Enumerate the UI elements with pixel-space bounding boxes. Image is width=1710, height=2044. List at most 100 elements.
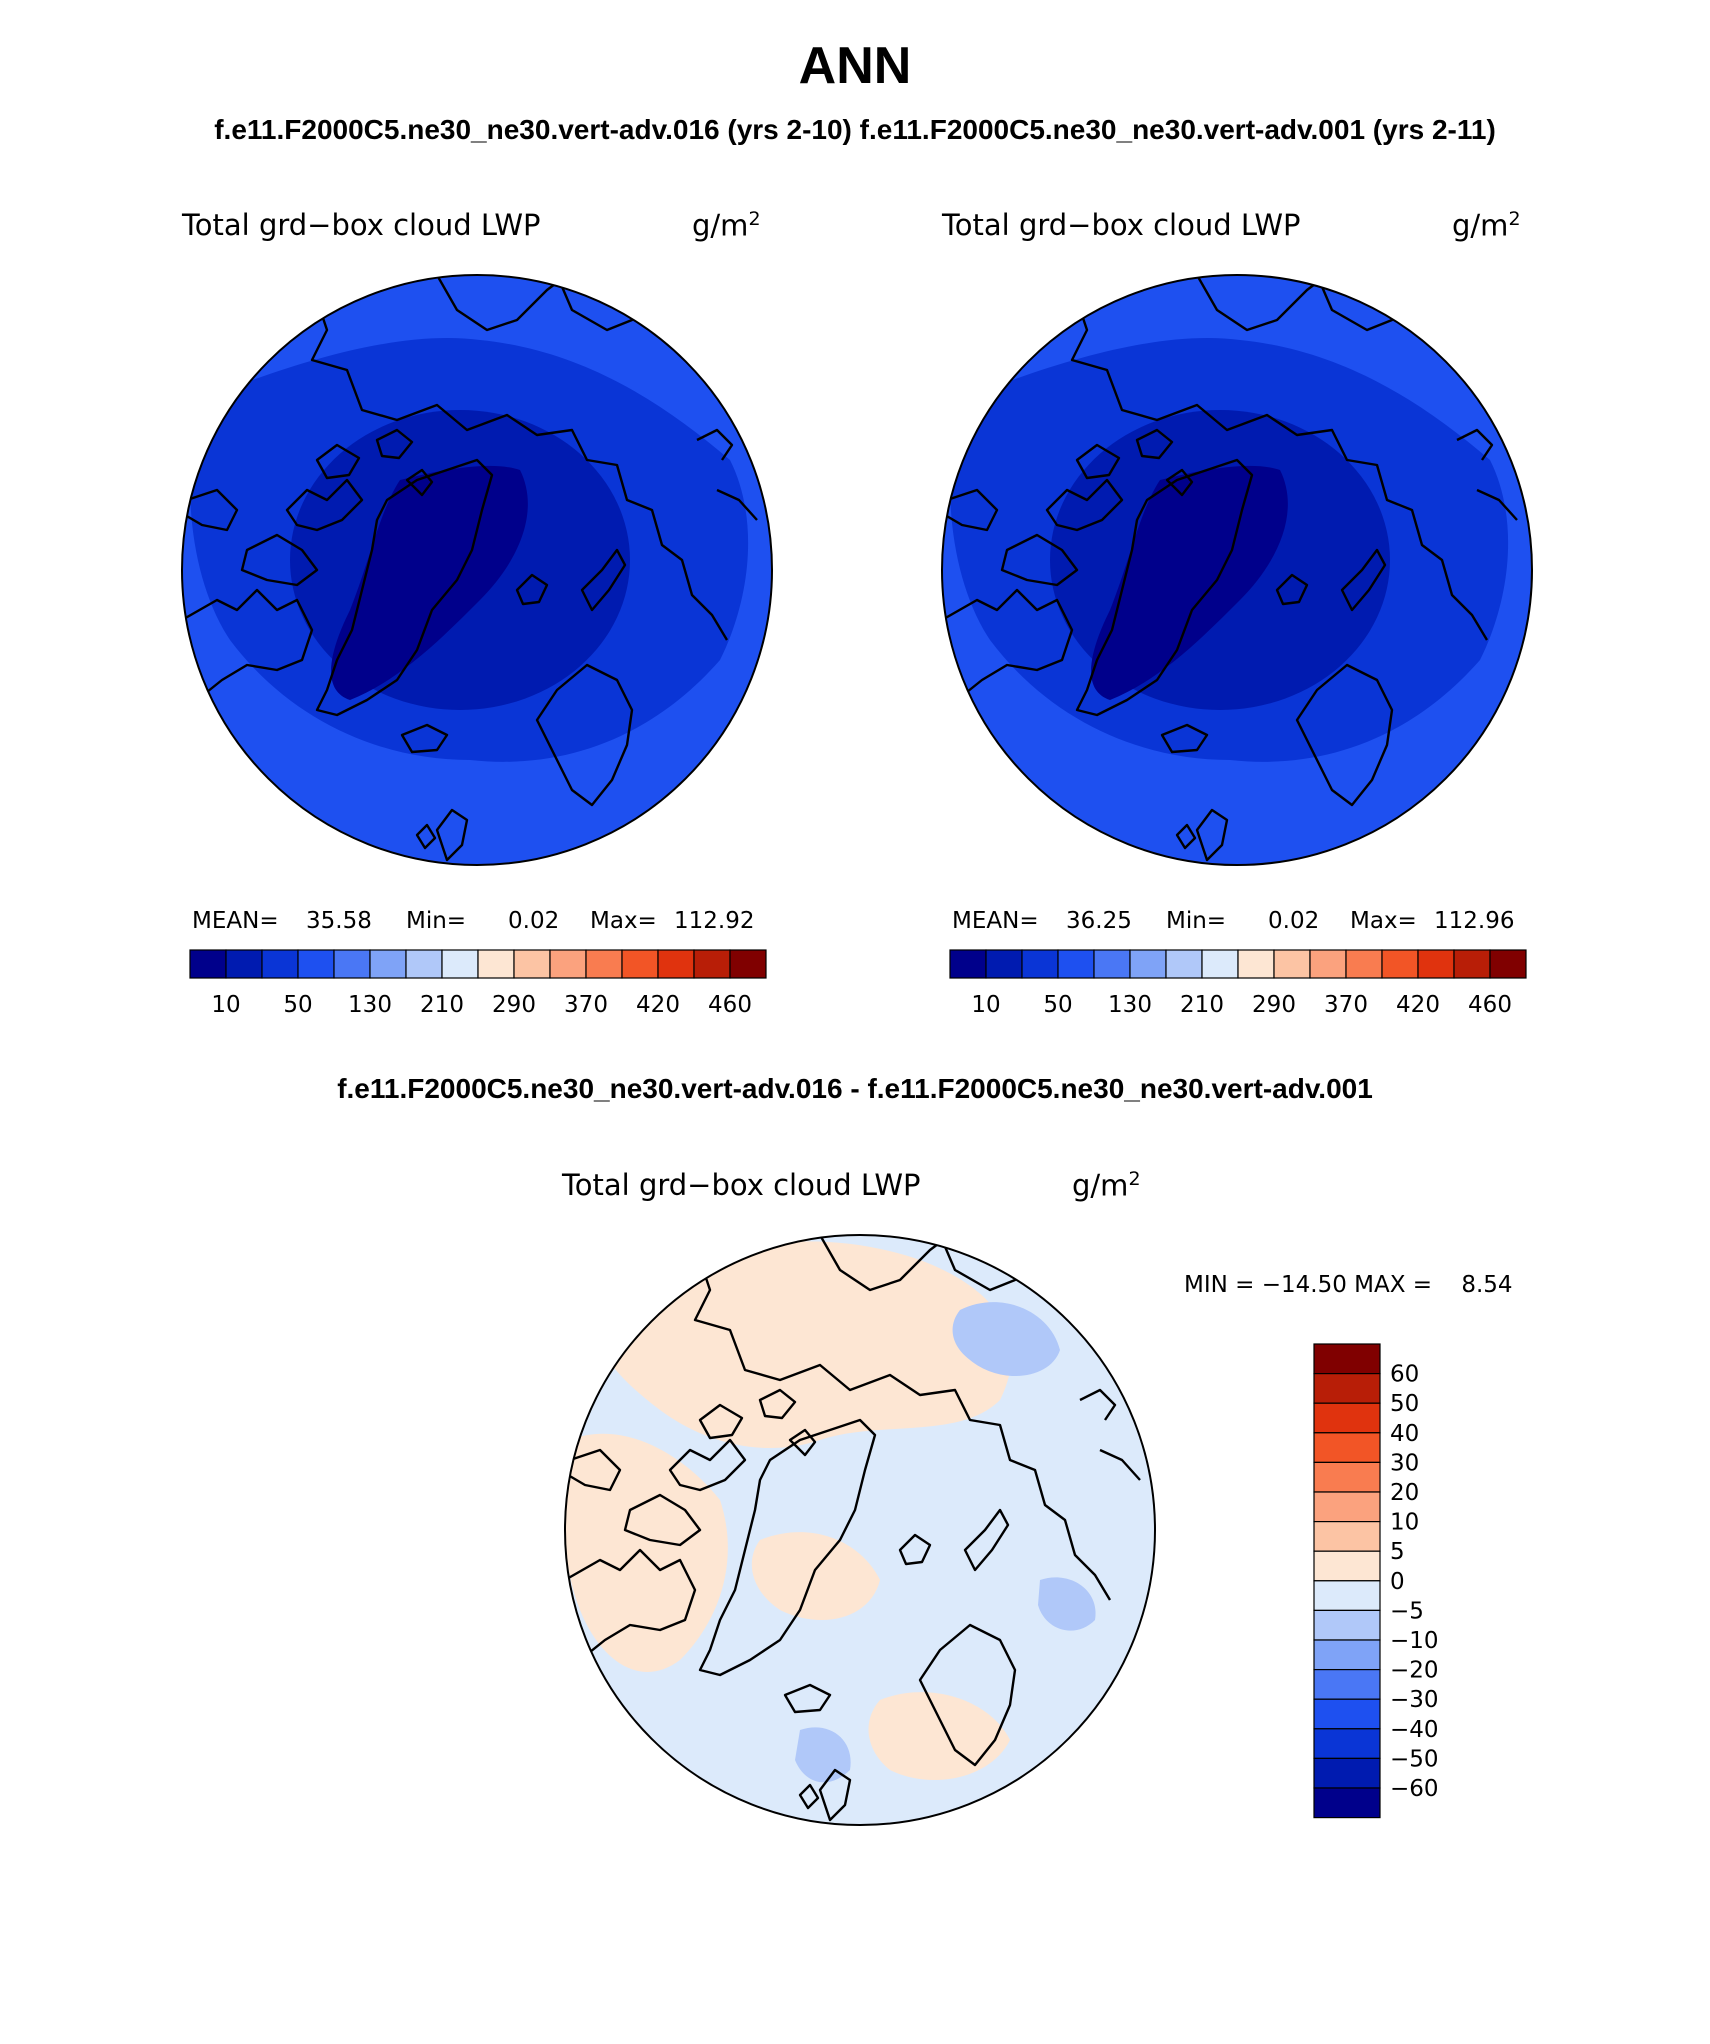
diff-colorbar-box [1313,1728,1381,1760]
panel1-colorbar-box [405,949,443,979]
panel2-colorbar-tick-label: 210 [1180,992,1224,1018]
diff-colorbar-box [1313,1372,1381,1404]
panel2-mean-label: MEAN= [952,908,1039,934]
panel1-colorbar-box [657,949,695,979]
panel1-colorbar-tick-label: 370 [564,992,608,1018]
panel2-units-label: g/m2 [1452,208,1521,243]
panel1-variable-label: Total grd−box cloud LWP [182,208,541,242]
panel2-min-value: 0.02 [1268,908,1320,934]
diff-colorbar-box [1313,1698,1381,1730]
diff-colorbar-tick-label: −40 [1390,1717,1439,1743]
diff-colorbar-tick-label: 0 [1390,1569,1405,1595]
panel2-colorbar-box [1093,949,1131,979]
diff-negative-strong-east [1038,1577,1096,1631]
diff-colorbar-box [1313,1668,1381,1700]
diff-colorbar-tick-label: 60 [1390,1362,1419,1388]
panel2-colorbar-tick-label: 50 [1043,992,1072,1018]
panel1-colorbar: 10 50 130 210 290 370 420 460 [189,949,767,1018]
diff-units-label: g/m2 [1072,1168,1141,1203]
diff-units-exponent: 2 [1128,1168,1141,1190]
panel2-colorbar-box [985,949,1023,979]
panel1-max-label: Max= [590,908,657,934]
panel1-min-value: 0.02 [508,908,560,934]
diff-colorbar-box [1313,1639,1381,1671]
panel2-colorbar-box [1345,949,1383,979]
panel1-colorbar-box [621,949,659,979]
diff-units-base: g/m [1072,1168,1129,1203]
diff-polar-map [564,1234,1156,1826]
diff-positive-region-center [751,1532,880,1620]
diff-colorbar-tick-label: −5 [1390,1598,1424,1624]
panel1-colorbar-box [441,949,479,979]
panel1-colorbar-box [513,949,551,979]
panel1-colorbar-box [189,949,227,979]
diff-colorbar-tick-label: 10 [1390,1510,1419,1536]
panel1-mean-label: MEAN= [192,908,279,934]
panel2-colorbar-box [1021,949,1059,979]
diff-colorbar-tick-label: 40 [1390,1421,1419,1447]
panel1-colorbar-tick-label: 130 [348,992,392,1018]
diff-colorbar-tick-label: 5 [1390,1539,1405,1565]
panel2-colorbar-tick-label: 460 [1468,992,1512,1018]
panel1-colorbar-tick-label: 460 [708,992,752,1018]
diff-negative-strong-atlantic [795,1727,851,1783]
panel1-units-base: g/m [692,208,749,243]
diff-colorbar-box [1313,1402,1381,1434]
panel2-colorbar-tick-label: 290 [1252,992,1296,1018]
panel2-colorbar-box [949,949,987,979]
panel1-colorbar-tick-label: 420 [636,992,680,1018]
figure-subtitle: f.e11.F2000C5.ne30_ne30.vert-adv.016 (yr… [214,114,1496,145]
panel1-colorbar-box [477,949,515,979]
panel1-min-label: Min= [406,908,467,934]
panel2-colorbar-box [1129,949,1167,979]
diff-colorbar-tick-label: −30 [1390,1687,1439,1713]
panel1-mean-value: 35.58 [306,908,372,934]
panel1-colorbar-box [549,949,587,979]
panel1-colorbar-box [585,949,623,979]
panel2-colorbar-tick-label: 370 [1324,992,1368,1018]
panel2-mean-value: 36.25 [1066,908,1132,934]
panel2-max-value: 112.96 [1434,908,1515,934]
panel2-units-exponent: 2 [1508,208,1521,230]
panel1-map-border [181,274,773,866]
panel2-colorbar-tick-label: 420 [1396,992,1440,1018]
panel2-variable-label: Total grd−box cloud LWP [942,208,1301,242]
diff-colorbar-box [1313,1787,1381,1819]
panel2-colorbar-box [1201,949,1239,979]
diff-negative-strong-pacific [952,1302,1060,1377]
panel2-colorbar-box [1381,949,1419,979]
panel2-colorbar-box [1453,949,1491,979]
diff-colorbar-box [1313,1343,1381,1375]
diff-colorbar-box [1313,1580,1381,1612]
panel2-map-border [941,274,1533,866]
panel1-colorbar-tick-label: 290 [492,992,536,1018]
diff-colorbar-tick-label: 20 [1390,1480,1419,1506]
diff-colorbar-tick-label: −10 [1390,1628,1439,1654]
diff-positive-region-north [594,1241,1012,1449]
diff-colorbar-box [1313,1520,1381,1552]
panel1-colorbar-tick-label: 50 [283,992,312,1018]
panel1-colorbar-box [225,949,263,979]
panel2-polar-map [941,274,1533,866]
diff-map-border [564,1234,1156,1826]
diff-colorbar-box [1313,1491,1381,1523]
difference-title: f.e11.F2000C5.ne30_ne30.vert-adv.016 - f… [337,1073,1373,1104]
panel2-colorbar-box [1273,949,1311,979]
panel2-colorbar-box [1057,949,1095,979]
panel2-colorbar-box [1417,949,1455,979]
diff-colorbar-tick-label: 30 [1390,1450,1419,1476]
panel2-max-label: Max= [1350,908,1417,934]
panel2-colorbar-tick-label: 130 [1108,992,1152,1018]
panel1-colorbar-box [333,949,371,979]
panel2-colorbar: 10 50 130 210 290 370 420 460 [949,949,1527,1018]
panel1-max-value: 112.92 [674,908,755,934]
diff-colorbar-tick-label: 50 [1390,1391,1419,1417]
panel2-colorbar-tick-label: 10 [971,992,1000,1018]
diff-minmax-label: MIN = −14.50 MAX = 8.54 [1184,1272,1513,1298]
diff-colorbar-box [1313,1609,1381,1641]
panel2-units-base: g/m [1452,208,1509,243]
diff-variable-label: Total grd−box cloud LWP [562,1168,921,1202]
